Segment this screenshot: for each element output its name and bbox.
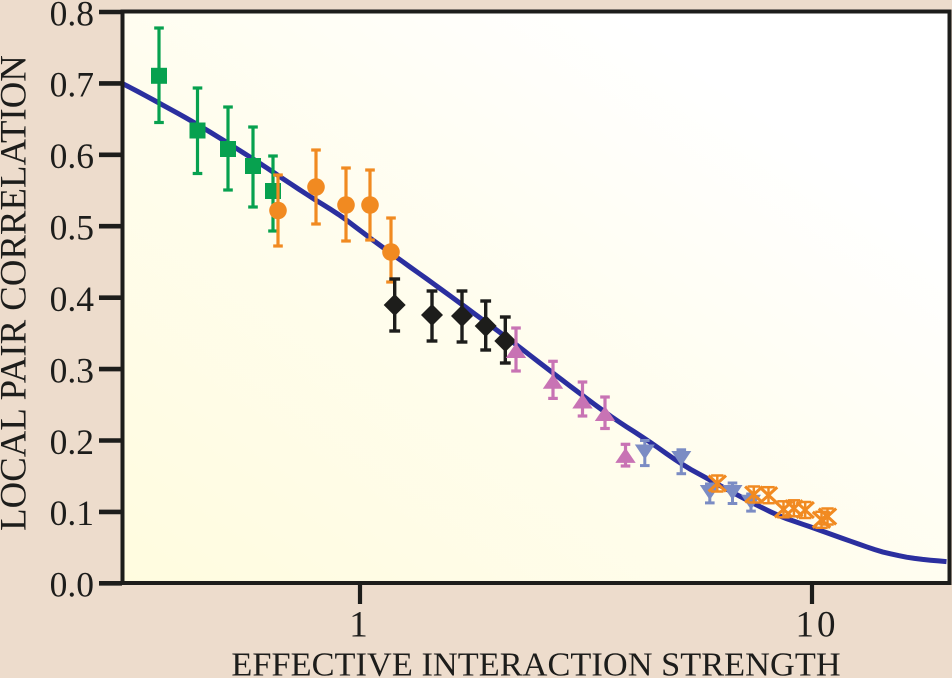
svg-text:0.7: 0.7 — [50, 65, 94, 105]
svg-text:0.0: 0.0 — [50, 565, 94, 605]
svg-text:0.1: 0.1 — [50, 493, 94, 533]
svg-text:0.3: 0.3 — [50, 350, 94, 390]
svg-text:0.6: 0.6 — [50, 136, 94, 176]
svg-text:EFFECTIVE INTERACTION STRENGTH: EFFECTIVE INTERACTION STRENGTH — [231, 646, 840, 678]
svg-text:LOCAL PAIR CORRELATION: LOCAL PAIR CORRELATION — [0, 55, 34, 531]
svg-text:0.8: 0.8 — [50, 0, 94, 33]
svg-text:0.2: 0.2 — [50, 422, 94, 462]
svg-text:10: 10 — [796, 605, 839, 646]
svg-text:0.5: 0.5 — [50, 208, 94, 248]
svg-text:0.4: 0.4 — [50, 279, 95, 319]
svg-text:1: 1 — [349, 605, 371, 646]
